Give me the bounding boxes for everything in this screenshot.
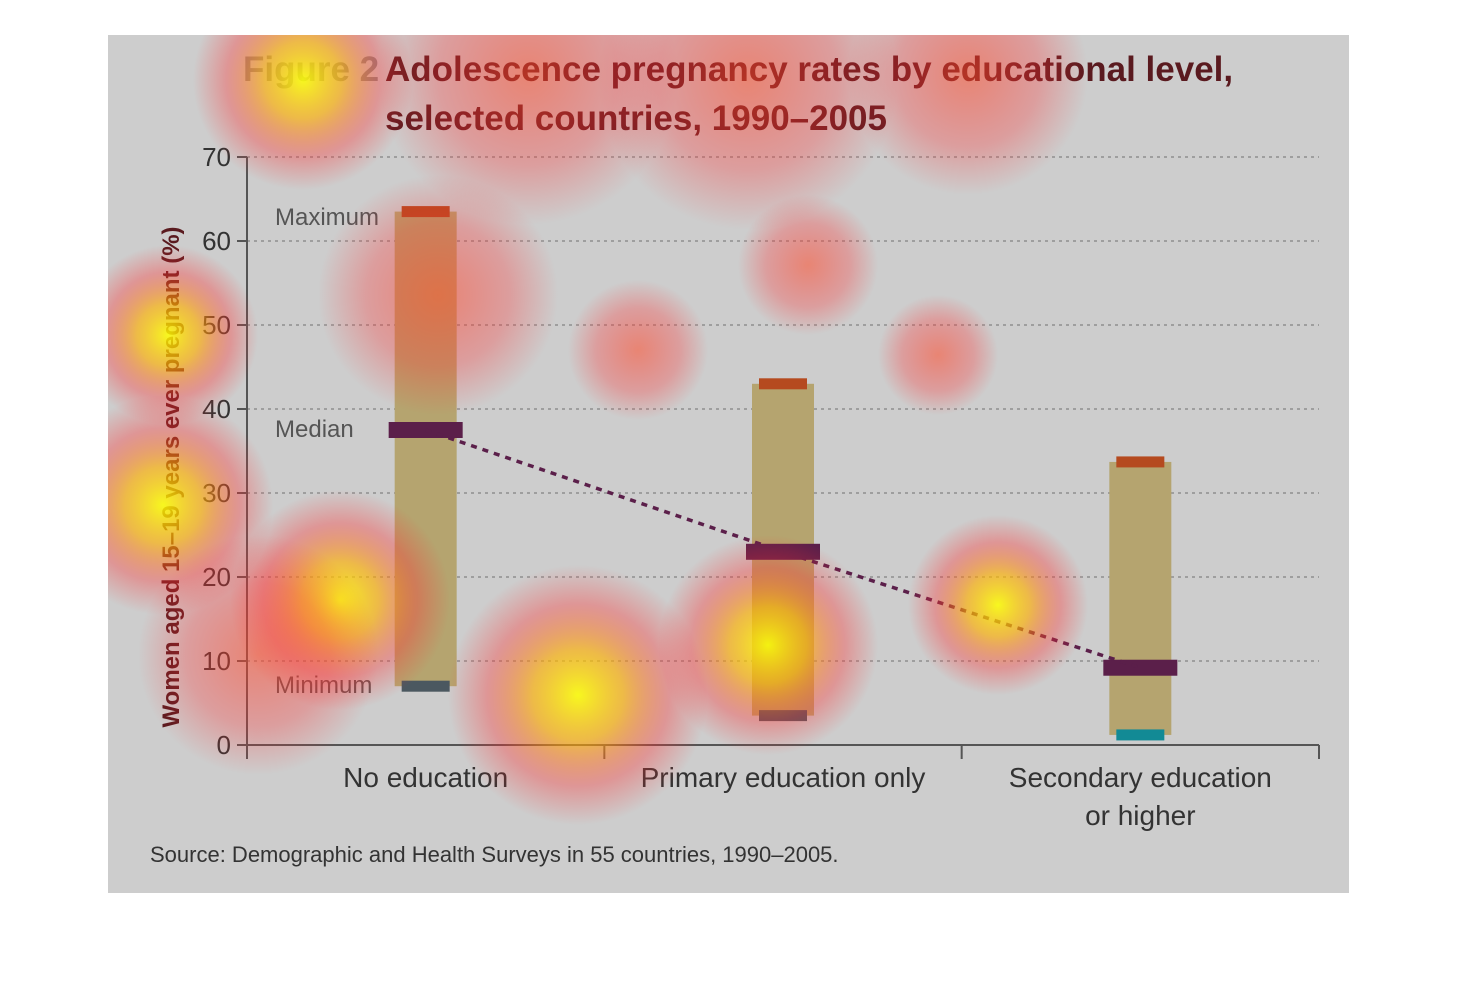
y-tick-label-70: 70 (202, 142, 231, 172)
x-category-label-1-0: Primary education only (641, 762, 926, 793)
x-category-label-2-0: Secondary education (1009, 762, 1272, 793)
max-marker-0 (401, 206, 450, 218)
chart-title-line1: Adolescence pregnancy rates by education… (385, 50, 1233, 89)
max-marker-1 (759, 378, 807, 390)
y-tick-label-0: 0 (217, 730, 231, 760)
y-tick-label-10: 10 (202, 646, 231, 676)
chart-figure: Figure 2 Adolescence pregnancy rates by … (108, 35, 1349, 893)
y-tick-label-30: 30 (202, 478, 231, 508)
y-tick-label-60: 60 (202, 226, 231, 256)
min-marker-0 (401, 680, 450, 692)
figure-label: Figure 2 (243, 50, 379, 89)
max-marker-2 (1116, 456, 1165, 468)
chart-svg: Figure 2 Adolescence pregnancy rates by … (150, 50, 1320, 867)
source-note: Source: Demographic and Health Surveys i… (150, 842, 839, 867)
annotation-maximum: Maximum (275, 204, 379, 231)
y-tick-label-50: 50 (202, 310, 231, 340)
range-bar-2 (1109, 461, 1172, 735)
range-bar-0 (394, 211, 457, 687)
bars-layer (388, 206, 1178, 741)
chart-title-line2: selected countries, 1990–2005 (385, 99, 887, 138)
y-tick-label-20: 20 (202, 562, 231, 592)
annotation-minimum: Minimum (275, 672, 372, 699)
median-marker-2 (1103, 659, 1178, 676)
annotation-median: Median (275, 416, 354, 443)
min-marker-2 (1116, 729, 1165, 741)
min-marker-1 (759, 710, 807, 722)
y-axis-label: Women aged 15–19 years ever pregnant (%) (158, 226, 185, 727)
y-tick-label-40: 40 (202, 394, 231, 424)
x-category-label-0-0: No education (343, 762, 508, 793)
x-category-label-2-1: or higher (1085, 800, 1196, 831)
